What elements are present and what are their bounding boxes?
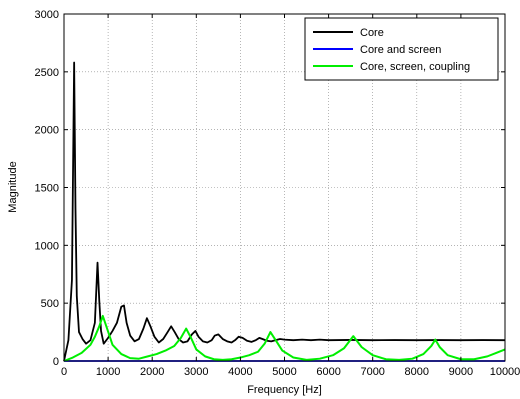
- y-tick-label: 500: [41, 298, 59, 310]
- legend-label: Core, screen, coupling: [360, 61, 470, 73]
- y-tick-label: 0: [53, 356, 59, 368]
- x-tick-label: 3000: [184, 366, 208, 378]
- legend-label: Core: [360, 27, 384, 39]
- x-tick-label: 5000: [272, 366, 296, 378]
- x-tick-label: 10000: [490, 366, 520, 378]
- x-tick-label: 8000: [405, 366, 429, 378]
- x-tick-label: 0: [61, 366, 67, 378]
- x-tick-label: 9000: [449, 366, 473, 378]
- legend-label: Core and screen: [360, 44, 441, 56]
- y-axis-label: Magnitude: [7, 161, 19, 212]
- y-tick-label: 2500: [35, 67, 59, 79]
- x-tick-label: 2000: [140, 366, 164, 378]
- x-tick-label: 1000: [96, 366, 120, 378]
- y-tick-label: 1000: [35, 240, 59, 252]
- y-tick-label: 2000: [35, 125, 59, 137]
- x-tick-label: 4000: [228, 366, 252, 378]
- x-tick-label: 6000: [316, 366, 340, 378]
- y-tick-label: 1500: [35, 183, 59, 195]
- legend: Core Core and screen Core, screen, couplin…: [305, 18, 498, 80]
- y-tick-label: 3000: [35, 9, 59, 21]
- x-tick-label: 7000: [360, 366, 384, 378]
- x-axis-label: Frequency [Hz]: [247, 384, 322, 396]
